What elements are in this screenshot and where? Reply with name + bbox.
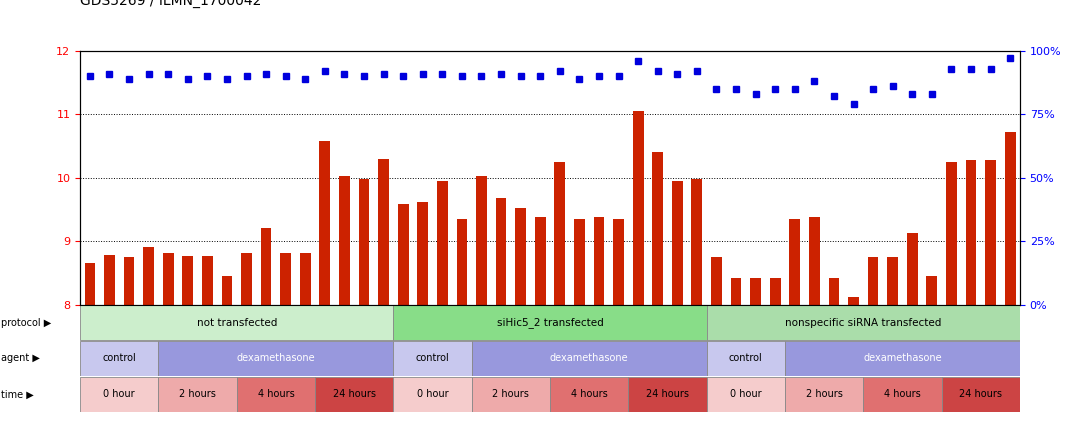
Text: control: control: [729, 354, 763, 363]
Bar: [237, 377, 315, 412]
Bar: [965, 160, 976, 305]
Bar: [80, 377, 158, 412]
Bar: [613, 219, 624, 305]
Bar: [907, 233, 917, 305]
Bar: [985, 160, 996, 305]
Bar: [241, 253, 252, 305]
Text: 2 hours: 2 hours: [179, 390, 216, 399]
Bar: [84, 263, 95, 305]
Bar: [926, 276, 938, 305]
Bar: [707, 377, 785, 412]
Bar: [378, 159, 389, 305]
Bar: [158, 377, 237, 412]
Bar: [397, 204, 409, 305]
Bar: [393, 341, 472, 376]
Bar: [574, 219, 585, 305]
Text: dexamethasone: dexamethasone: [550, 354, 628, 363]
Bar: [789, 219, 800, 305]
Bar: [946, 162, 957, 305]
Bar: [550, 377, 628, 412]
Bar: [80, 341, 158, 376]
Bar: [300, 253, 311, 305]
Bar: [672, 181, 682, 305]
Bar: [393, 305, 707, 340]
Bar: [750, 278, 761, 305]
Bar: [535, 217, 546, 305]
Bar: [418, 202, 428, 305]
Bar: [829, 278, 839, 305]
Bar: [393, 377, 472, 412]
Bar: [770, 278, 781, 305]
Bar: [472, 341, 707, 376]
Bar: [808, 217, 820, 305]
Bar: [143, 247, 154, 305]
Bar: [456, 219, 468, 305]
Bar: [628, 377, 707, 412]
Bar: [339, 176, 350, 305]
Text: dexamethasone: dexamethasone: [237, 354, 315, 363]
Bar: [888, 257, 898, 305]
Text: dexamethasone: dexamethasone: [863, 354, 942, 363]
Text: agent ▶: agent ▶: [1, 354, 40, 363]
Bar: [707, 341, 785, 376]
Bar: [315, 377, 393, 412]
Bar: [437, 181, 447, 305]
Text: 4 hours: 4 hours: [257, 390, 295, 399]
Text: 0 hour: 0 hour: [104, 390, 135, 399]
Bar: [594, 217, 604, 305]
Bar: [711, 257, 722, 305]
Bar: [785, 377, 863, 412]
Bar: [80, 305, 393, 340]
Bar: [632, 111, 644, 305]
Bar: [707, 305, 1020, 340]
Bar: [221, 276, 233, 305]
Text: siHic5_2 transfected: siHic5_2 transfected: [497, 317, 603, 328]
Bar: [653, 152, 663, 305]
Bar: [554, 162, 565, 305]
Text: 24 hours: 24 hours: [959, 390, 1002, 399]
Bar: [202, 256, 213, 305]
Bar: [472, 377, 550, 412]
Text: 2 hours: 2 hours: [805, 390, 843, 399]
Text: control: control: [103, 354, 136, 363]
Text: protocol ▶: protocol ▶: [1, 318, 51, 327]
Bar: [280, 253, 292, 305]
Bar: [124, 257, 135, 305]
Text: 2 hours: 2 hours: [492, 390, 530, 399]
Bar: [496, 198, 506, 305]
Bar: [863, 377, 942, 412]
Text: 0 hour: 0 hour: [417, 390, 449, 399]
Bar: [183, 256, 193, 305]
Text: GDS5269 / ILMN_1700042: GDS5269 / ILMN_1700042: [80, 0, 262, 8]
Bar: [942, 377, 1020, 412]
Text: 4 hours: 4 hours: [570, 390, 608, 399]
Text: nonspecific siRNA transfected: nonspecific siRNA transfected: [785, 318, 942, 327]
Bar: [867, 257, 879, 305]
Text: 24 hours: 24 hours: [646, 390, 689, 399]
Bar: [319, 141, 330, 305]
Text: control: control: [415, 354, 450, 363]
Bar: [261, 228, 271, 305]
Text: 0 hour: 0 hour: [731, 390, 761, 399]
Bar: [476, 176, 487, 305]
Bar: [359, 179, 370, 305]
Bar: [1005, 132, 1016, 305]
Bar: [848, 297, 859, 305]
Bar: [731, 278, 741, 305]
Text: 4 hours: 4 hours: [884, 390, 921, 399]
Bar: [104, 255, 115, 305]
Text: not transfected: not transfected: [197, 318, 277, 327]
Bar: [691, 179, 703, 305]
Bar: [158, 341, 393, 376]
Text: time ▶: time ▶: [1, 390, 34, 399]
Bar: [785, 341, 1020, 376]
Text: 24 hours: 24 hours: [333, 390, 376, 399]
Bar: [515, 208, 527, 305]
Bar: [162, 253, 174, 305]
